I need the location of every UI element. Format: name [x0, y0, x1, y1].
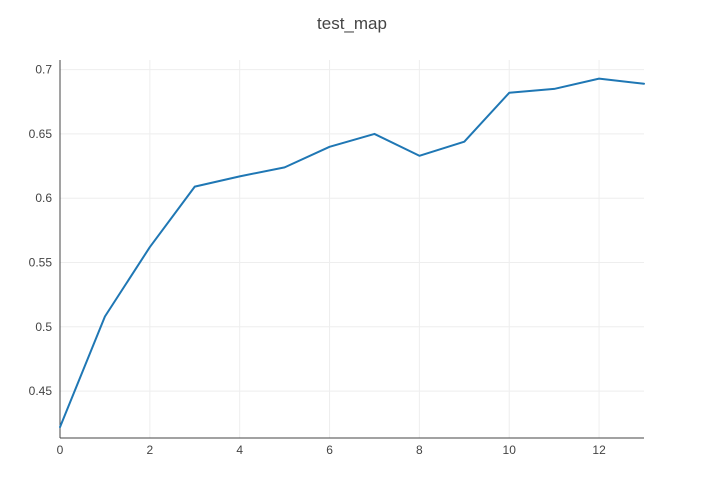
series-line	[59, 77, 645, 429]
x-tick-label: 12	[592, 443, 606, 457]
series-layer	[59, 77, 645, 429]
tick-layer: 0 2 4 6 8 10 12 0.45 0.5 0.55 0.6 0.65 0.7	[29, 63, 606, 457]
x-tick-label: 4	[236, 443, 243, 457]
x-tick-label: 10	[503, 443, 517, 457]
axis-layer	[59, 60, 644, 439]
y-tick-label: 0.45	[29, 384, 53, 398]
chart-title: test_map	[317, 14, 387, 33]
y-tick-label: 0.6	[35, 191, 52, 205]
x-tick-label: 2	[147, 443, 154, 457]
y-tick-label: 0.5	[35, 320, 52, 334]
grid-layer	[59, 60, 644, 438]
y-tick-label: 0.55	[29, 256, 53, 270]
x-tick-label: 8	[416, 443, 423, 457]
y-tick-label: 0.65	[29, 127, 53, 141]
x-tick-label: 6	[326, 443, 333, 457]
x-tick-label: 0	[57, 443, 64, 457]
y-tick-label: 0.7	[35, 63, 52, 77]
